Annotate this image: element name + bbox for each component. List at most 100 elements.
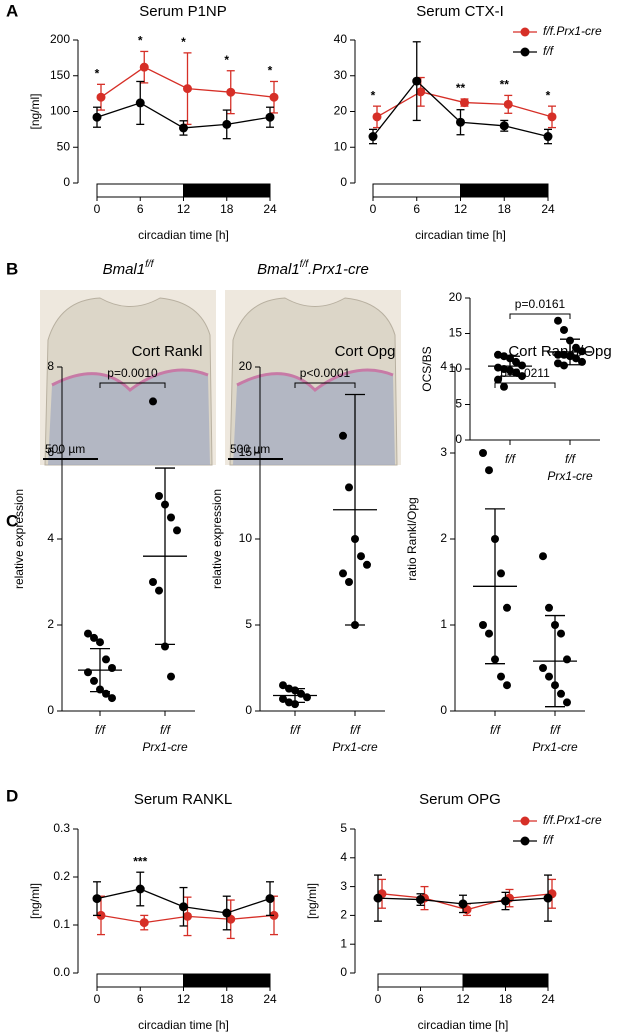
y-tick-label: 100 bbox=[50, 104, 70, 118]
significance-mark: * bbox=[181, 35, 186, 49]
x-tick-label: 0 bbox=[94, 202, 101, 216]
data-point bbox=[269, 92, 279, 102]
data-point bbox=[149, 397, 157, 406]
y-tick-label: 3 bbox=[340, 879, 347, 893]
growth-plate bbox=[236, 368, 394, 392]
image-title-main: Bmal1 bbox=[257, 261, 300, 278]
x-tick-label: 0 bbox=[375, 992, 382, 1006]
data-point bbox=[167, 672, 175, 681]
x-tick-label: 0 bbox=[94, 992, 101, 1006]
data-point bbox=[494, 375, 502, 384]
data-point bbox=[479, 449, 487, 457]
significance-bracket bbox=[494, 382, 556, 388]
data-point bbox=[372, 112, 382, 122]
y-tick-label: 5 bbox=[340, 821, 347, 835]
y-tick-label: 3 bbox=[440, 445, 447, 459]
data-point bbox=[183, 911, 192, 921]
y-tick-label: 0 bbox=[47, 703, 54, 717]
y-tick-label: 0 bbox=[245, 703, 252, 717]
data-point bbox=[173, 526, 181, 535]
y-tick-label: 0.0 bbox=[53, 965, 70, 979]
data-point bbox=[545, 603, 553, 612]
y-axis-label: ratio Rankl/Opg bbox=[405, 497, 419, 580]
x-axis-label: circadian time [h] bbox=[415, 228, 506, 242]
significance-mark: * bbox=[371, 88, 376, 102]
y-tick-label: 20 bbox=[449, 290, 463, 304]
data-point bbox=[543, 893, 553, 903]
data-point bbox=[456, 117, 465, 127]
y-tick-label: 20 bbox=[239, 359, 253, 373]
panel-label: B bbox=[6, 259, 18, 278]
data-point bbox=[226, 87, 236, 97]
data-point bbox=[90, 676, 98, 685]
y-tick-label: 0.3 bbox=[53, 821, 70, 835]
legend-marker bbox=[520, 836, 530, 846]
data-point bbox=[90, 633, 98, 642]
y-tick-label: 4 bbox=[340, 850, 347, 864]
x-tick-label: Prx1-cre bbox=[332, 740, 378, 754]
chart-title: Serum P1NP bbox=[139, 3, 227, 20]
x-tick-label: Prx1-cre bbox=[142, 740, 188, 754]
data-point bbox=[92, 894, 102, 904]
data-point bbox=[339, 431, 347, 440]
data-point bbox=[485, 466, 493, 475]
data-point bbox=[460, 98, 469, 108]
data-point bbox=[96, 92, 106, 102]
data-point bbox=[578, 347, 586, 356]
x-tick-label: Prx1-cre bbox=[547, 469, 593, 483]
data-point bbox=[497, 569, 505, 578]
significance-bracket bbox=[294, 382, 356, 388]
data-point bbox=[503, 99, 513, 109]
data-point bbox=[557, 689, 565, 698]
data-point bbox=[499, 121, 509, 131]
y-tick-label: 15 bbox=[239, 445, 253, 459]
chart-title: Serum CTX-I bbox=[416, 3, 504, 20]
data-point bbox=[373, 893, 383, 903]
data-point bbox=[458, 899, 468, 909]
light-dark-phase bbox=[183, 973, 271, 988]
x-tick-label: 18 bbox=[499, 992, 513, 1006]
x-axis-label: circadian time [h] bbox=[138, 1018, 229, 1032]
significance-mark: * bbox=[138, 34, 143, 48]
chart-title: Serum RANKL bbox=[134, 791, 232, 808]
legend-marker bbox=[520, 27, 530, 37]
data-point bbox=[512, 357, 520, 366]
x-tick-label: 18 bbox=[220, 992, 234, 1006]
marrow-region bbox=[48, 370, 210, 465]
x-tick-label: f/f bbox=[350, 723, 362, 737]
data-point bbox=[96, 638, 104, 647]
y-tick-label: 0 bbox=[440, 703, 447, 717]
legend-marker bbox=[520, 816, 530, 826]
data-point bbox=[155, 586, 163, 595]
data-point bbox=[345, 578, 353, 586]
legend-label: f/f.Prx1-cre bbox=[543, 24, 602, 38]
x-tick-label: 0 bbox=[370, 202, 377, 216]
y-tick-label: 0 bbox=[340, 965, 347, 979]
y-tick-label: 20 bbox=[334, 104, 348, 118]
legend-label: f/f bbox=[543, 44, 555, 58]
y-axis-label: [ng/ml] bbox=[305, 883, 319, 919]
data-point bbox=[503, 603, 511, 612]
data-point bbox=[485, 629, 493, 638]
y-axis-label: relative expression bbox=[12, 489, 26, 589]
data-point bbox=[179, 123, 188, 133]
data-point bbox=[155, 492, 163, 500]
data-point bbox=[179, 902, 188, 912]
x-tick-label: f/f bbox=[290, 723, 302, 737]
data-point bbox=[572, 343, 580, 352]
data-point bbox=[554, 316, 562, 325]
y-tick-label: 0 bbox=[340, 175, 347, 189]
light-dark-phase bbox=[372, 183, 461, 198]
data-point bbox=[92, 112, 102, 122]
x-tick-label: 6 bbox=[137, 202, 144, 216]
x-axis-label: circadian time [h] bbox=[418, 1018, 509, 1032]
p-value-label: p=0.0211 bbox=[500, 366, 550, 380]
significance-mark: *** bbox=[133, 854, 147, 868]
y-axis-label: [ng/ml] bbox=[28, 883, 42, 919]
y-axis-label: OCS/BS bbox=[420, 346, 434, 391]
light-dark-phase bbox=[96, 183, 184, 198]
light-dark-phase bbox=[96, 973, 184, 988]
data-point bbox=[518, 361, 526, 370]
data-point bbox=[222, 119, 232, 129]
